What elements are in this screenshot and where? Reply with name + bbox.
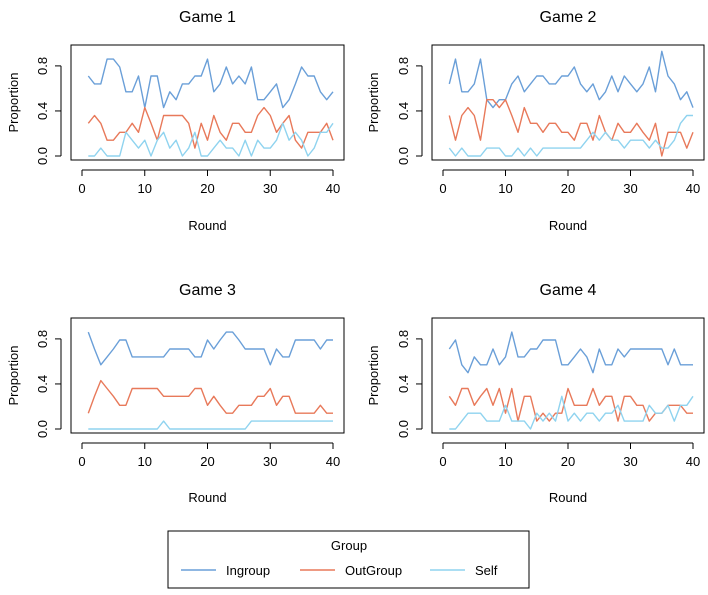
x-tick-label: 40: [686, 454, 700, 469]
panel-title: Game 4: [540, 282, 597, 299]
x-tick-label: 30: [623, 181, 637, 196]
y-tick-label: 0.0: [396, 420, 411, 438]
legend-box: [167, 530, 530, 589]
x-tick-label: 20: [200, 181, 214, 196]
panel-title: Game 1: [179, 9, 236, 26]
y-tick-label: 0.4: [396, 375, 411, 393]
series-line-ingroup: [448, 50, 694, 109]
x-tick-label: 40: [326, 181, 340, 196]
y-axis-label: Proportion: [6, 346, 21, 406]
series-line-ingroup: [87, 58, 334, 109]
x-tick-label: 10: [138, 181, 152, 196]
series-line-self: [448, 114, 693, 157]
y-tick-label: 0.4: [35, 102, 50, 120]
x-axis-label: Round: [549, 218, 587, 233]
series-line-outgroup: [448, 387, 693, 422]
plot-frame: [70, 317, 345, 434]
x-tick-label: 10: [138, 454, 152, 469]
x-tick-label: 30: [263, 454, 277, 469]
series-line-self: [88, 420, 333, 430]
y-tick-label: 0.0: [35, 147, 50, 165]
x-tick-label: 0: [78, 454, 85, 469]
panel-game-4: Game 4 0.0 0.4 0.8 Proportion 0 10 20 30 40 Round: [366, 282, 705, 505]
y-tick-label: 0.8: [396, 330, 411, 348]
x-tick-label: 0: [439, 181, 446, 196]
y-tick-label: 0.0: [35, 420, 50, 438]
series-line-ingroup: [448, 331, 693, 374]
y-tick-label: 0.8: [35, 330, 50, 348]
legend-label-outgroup: OutGroup: [345, 563, 402, 578]
x-tick-label: 20: [200, 454, 214, 469]
y-axis-label: Proportion: [6, 73, 21, 133]
legend-label-ingroup: Ingroup: [226, 563, 270, 578]
x-tick-label: 20: [561, 181, 575, 196]
x-axis-label: Round: [549, 490, 587, 505]
legend: Group Ingroup OutGroup Self: [167, 530, 530, 589]
x-tick-label: 0: [439, 454, 446, 469]
y-tick-label: 0.0: [396, 147, 411, 165]
x-tick-label: 40: [686, 181, 700, 196]
x-tick-label: 30: [263, 181, 277, 196]
series-line-ingroup: [87, 331, 333, 366]
y-tick-label: 0.8: [396, 57, 411, 75]
y-tick-label: 0.4: [396, 102, 411, 120]
x-tick-label: 10: [498, 454, 512, 469]
plot-frame: [431, 317, 705, 434]
x-tick-label: 20: [561, 454, 575, 469]
x-axis-label: Round: [188, 218, 226, 233]
series-line-outgroup: [448, 98, 694, 157]
y-axis-label: Proportion: [366, 73, 381, 133]
x-tick-label: 10: [498, 181, 512, 196]
panel-game-3: Game 3 0.0 0.4 0.8 Proportion 0 10 20 30 40 Round: [6, 282, 345, 505]
panel-title: Game 3: [179, 282, 236, 299]
plot-frame: [70, 44, 345, 161]
series-line-outgroup: [87, 379, 333, 414]
panel-game-1: Game 1 0.0 0.4 0.8 Proportion 0 10 20 30 40 Round: [6, 9, 345, 233]
y-axis-label: Proportion: [366, 346, 381, 406]
y-tick-label: 0.8: [35, 57, 50, 75]
legend-title: Group: [331, 538, 367, 553]
panel-game-2: Game 2 0.0 0.4 0.8 Proportion 0 10 20 30 40 Round: [366, 9, 705, 233]
series-line-outgroup: [87, 106, 334, 149]
panel-title: Game 2: [540, 9, 597, 26]
series-line-self: [449, 395, 694, 430]
x-tick-label: 40: [326, 454, 340, 469]
x-axis-label: Round: [188, 490, 226, 505]
legend-label-self: Self: [475, 563, 498, 578]
plot-frame: [431, 44, 705, 161]
x-tick-label: 0: [78, 181, 85, 196]
series-line-self: [88, 122, 334, 157]
x-tick-label: 30: [623, 454, 637, 469]
y-tick-label: 0.4: [35, 375, 50, 393]
